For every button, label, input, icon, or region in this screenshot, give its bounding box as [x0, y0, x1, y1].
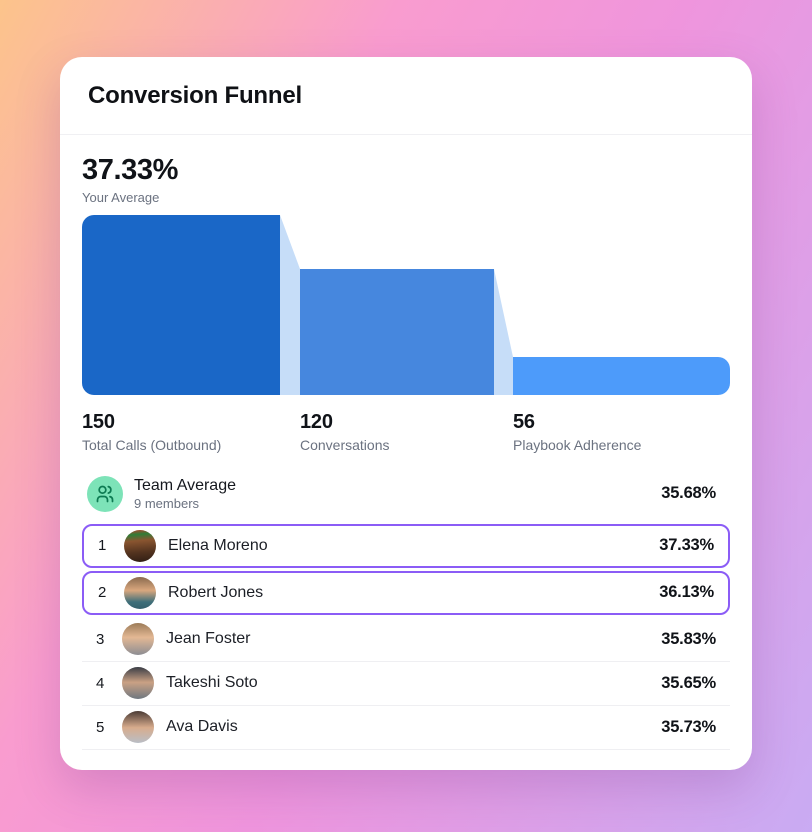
stage-value: 150: [82, 410, 115, 433]
rank-number: 1: [98, 537, 107, 555]
rank-number: 5: [96, 718, 105, 736]
member-name: Ava Davis: [166, 718, 238, 736]
member-name: Elena Moreno: [168, 536, 268, 554]
rank-number: 2: [98, 584, 107, 602]
your-average-label: Your Average: [82, 189, 160, 205]
card-body: 37.33% Your Average 150 Total Calls (Out…: [60, 135, 752, 770]
card-header: Conversion Funnel: [60, 57, 752, 135]
stage-value: 120: [300, 410, 333, 433]
stage-label-total-calls: 150 Total Calls (Outbound): [82, 411, 221, 453]
stage-value: 56: [513, 410, 535, 433]
team-average-row: Team Average 9 members 35.68%: [82, 467, 730, 521]
team-average-value: 35.68%: [661, 484, 716, 503]
stage-caption: Playbook Adherence: [513, 436, 642, 453]
team-average-title: Team Average: [134, 476, 236, 494]
stage-caption: Total Calls (Outbound): [82, 436, 222, 453]
avatar: [122, 623, 154, 656]
team-leaderboard: Team Average 9 members 35.68% 1 Elena Mo…: [82, 467, 730, 750]
stage-label-conversations: 120 Conversations: [300, 411, 390, 453]
your-average-stat: 37.33% Your Average: [82, 154, 730, 205]
team-members-count: 9 members: [134, 495, 200, 511]
avatar: [122, 711, 154, 744]
team-avatar: [87, 475, 123, 512]
funnel-connector-2: [494, 268, 513, 395]
stage-caption: Conversations: [300, 436, 390, 453]
leaderboard-row-takeshi-soto[interactable]: 4 Takeshi Soto 35.65%: [82, 662, 730, 706]
funnel-bar-playbook-adherence: [513, 356, 730, 395]
page-title: Conversion Funnel: [88, 82, 302, 109]
funnel-stage-labels: 150 Total Calls (Outbound) 120 Conversat…: [82, 411, 730, 453]
member-name: Robert Jones: [168, 583, 264, 601]
conversion-value: 35.65%: [661, 673, 716, 692]
conversion-value: 35.83%: [661, 629, 716, 648]
conversion-value: 36.13%: [659, 583, 714, 602]
conversion-value: 37.33%: [659, 536, 714, 555]
leaderboard-row-robert-jones[interactable]: 2 Robert Jones 36.13%: [82, 570, 730, 615]
member-name: Jean Foster: [166, 630, 251, 648]
avatar: [122, 667, 154, 700]
conversion-funnel-card: Conversion Funnel 37.33% Your Average 15…: [60, 57, 752, 770]
funnel-connector-1: [280, 214, 300, 395]
avatar: [124, 576, 156, 609]
funnel-bar-total-calls: [82, 214, 280, 395]
stage-label-playbook-adherence: 56 Playbook Adherence: [513, 411, 641, 453]
users-icon: [96, 485, 114, 503]
member-name: Takeshi Soto: [166, 674, 258, 692]
team-average-text: Team Average 9 members: [134, 477, 236, 511]
rank-number: 4: [96, 674, 105, 692]
funnel-chart: [82, 214, 730, 395]
your-average-value: 37.33%: [82, 154, 178, 186]
rank-number: 3: [96, 630, 105, 648]
avatar: [124, 529, 156, 562]
conversion-value: 35.73%: [661, 717, 716, 736]
funnel-svg: [82, 214, 730, 395]
leaderboard-row-jean-foster[interactable]: 3 Jean Foster 35.83%: [82, 618, 730, 662]
leaderboard-row-elena-moreno[interactable]: 1 Elena Moreno 37.33%: [82, 523, 730, 568]
funnel-bar-conversations: [300, 268, 494, 395]
leaderboard-row-ava-davis[interactable]: 5 Ava Davis 35.73%: [82, 706, 730, 750]
